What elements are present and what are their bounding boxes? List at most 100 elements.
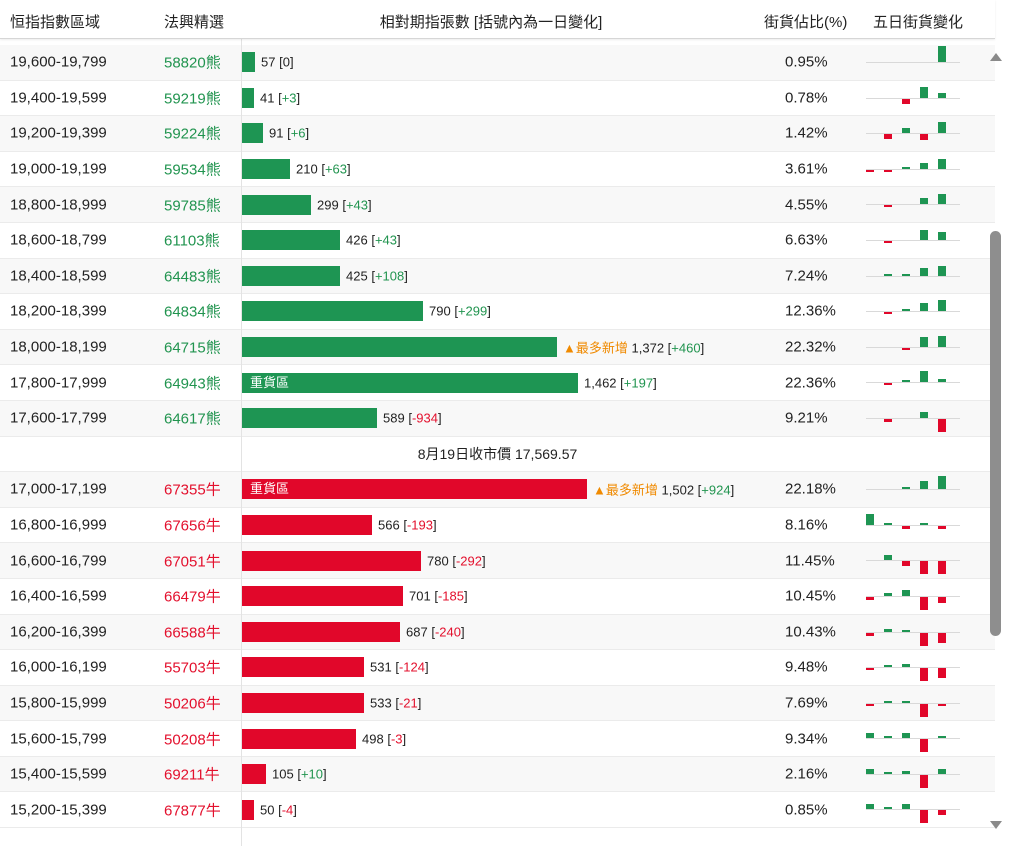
contracts-text: 589 [-934]	[383, 410, 442, 426]
contracts-value: 1,372	[631, 340, 665, 356]
contracts-bar	[242, 301, 423, 322]
warrant-code-link[interactable]: 66588牛	[164, 624, 221, 642]
header-contracts: 相對期指張數 [括號內為一日變化]	[379, 14, 603, 31]
contracts-text: 50 [-4]	[260, 802, 297, 818]
contracts-value: 41	[260, 90, 275, 106]
warrant-code-link[interactable]: 64715熊	[164, 339, 221, 357]
sparkline-baseline	[866, 239, 960, 241]
table-row: 18,600-18,799 61103熊 426 [+43] 6.63%	[0, 223, 995, 259]
sparkline-bar	[938, 768, 946, 774]
warrant-code-link[interactable]: 67656牛	[164, 517, 221, 535]
contracts-text: ▲最多新增 1,502 [+924]	[593, 482, 735, 498]
warrant-code-link[interactable]: 66479牛	[164, 588, 221, 606]
contracts-value: 426	[346, 232, 368, 248]
sparkline-bar	[866, 733, 874, 739]
contracts-text: 1,462 [+197]	[584, 375, 657, 391]
sparkline-bar	[884, 134, 892, 140]
sparkline-bar	[920, 596, 928, 610]
sparkline-bar	[884, 522, 892, 525]
contracts-value: 701	[409, 588, 431, 604]
table-row: 15,200-15,399 67877牛 50 [-4] 0.85%	[0, 792, 995, 829]
header-code: 法興精選	[164, 14, 225, 31]
warrant-code-link[interactable]: 50206牛	[164, 695, 221, 713]
contracts-bar	[242, 265, 340, 286]
five-day-sparkline	[866, 401, 960, 436]
contracts-text: 790 [+299]	[429, 303, 491, 319]
five-day-sparkline	[866, 721, 960, 756]
warrant-code-link[interactable]: 59534熊	[164, 161, 221, 179]
scroll-up-icon[interactable]	[990, 53, 1002, 61]
table-row: 17,800-17,999 64943熊 重貨區 1,462 [+197] 22.36%	[0, 365, 995, 401]
warrant-code-link[interactable]: 55703牛	[164, 659, 221, 677]
sparkline-bar	[938, 476, 946, 490]
warrant-code-link[interactable]: 58820熊	[164, 54, 221, 72]
percent-share: 9.21%	[785, 409, 828, 427]
sparkline-bar	[920, 229, 928, 240]
contracts-text: 533 [-21]	[370, 695, 422, 711]
contracts-bar	[242, 159, 290, 180]
warrant-code-link[interactable]: 59785熊	[164, 197, 221, 215]
sparkline-baseline	[866, 595, 960, 597]
sparkline-bar	[920, 703, 928, 717]
warrant-code-link[interactable]: 59224熊	[164, 125, 221, 143]
warrant-code-link[interactable]: 67051牛	[164, 553, 221, 571]
warrant-code-link[interactable]: 69211牛	[164, 766, 220, 784]
table-row: 18,200-18,399 64834熊 790 [+299] 12.36%	[0, 294, 995, 330]
warrant-code-link[interactable]: 61103熊	[164, 232, 220, 250]
sparkline-bar	[920, 336, 928, 347]
sparkline-bar	[938, 335, 946, 347]
sparkline-bar	[938, 194, 946, 205]
sparkline-bar	[920, 481, 928, 490]
contracts-text: 425 [+108]	[346, 268, 408, 284]
sparkline-bar	[902, 525, 910, 529]
scroll-down-icon[interactable]	[990, 821, 1002, 829]
warrant-code-link[interactable]: 64943熊	[164, 375, 221, 393]
sparkline-bar	[884, 205, 892, 208]
contracts-value: 91	[269, 125, 284, 141]
contracts-bar	[242, 408, 377, 429]
sparkline-baseline	[866, 62, 960, 63]
sparkline-bar	[938, 632, 946, 643]
percent-share: 3.61%	[785, 160, 828, 178]
table-row: 15,400-15,599 69211牛 105 [+10] 2.16%	[0, 756, 995, 793]
sparkline-bar	[884, 383, 892, 386]
warrant-code-link[interactable]: 67877牛	[164, 802, 221, 820]
contracts-bar	[242, 337, 557, 358]
strike-range: 16,600-16,799	[10, 552, 107, 570]
contracts-bar	[242, 123, 263, 144]
header-range: 恒指指數區域	[10, 14, 101, 31]
percent-share: 8.16%	[785, 516, 828, 534]
daily-change-value: -21	[398, 695, 418, 711]
warrant-code-link[interactable]: 59219熊	[164, 90, 221, 108]
warrant-code-link[interactable]: 64617熊	[164, 410, 221, 428]
table-row: 16,200-16,399 66588牛 687 [-240] 10.43%	[0, 614, 995, 651]
table-row: 16,800-16,999 67656牛 566 [-193] 8.16%	[0, 508, 995, 544]
five-day-sparkline	[866, 615, 960, 650]
sparkline-bar	[938, 92, 946, 98]
warrant-code-link[interactable]: 64834熊	[164, 303, 221, 321]
sparkline-bar	[938, 596, 946, 603]
sparkline-bar	[902, 664, 910, 668]
sparkline-bar	[938, 300, 946, 312]
sparkline-baseline	[866, 417, 960, 419]
strike-range: 16,400-16,599	[10, 587, 107, 605]
sparkline-baseline	[866, 702, 960, 704]
scrollbar[interactable]	[985, 38, 1005, 846]
contracts-value: 105	[272, 766, 294, 782]
daily-change-value: +3	[281, 90, 297, 106]
contracts-value: 210	[296, 161, 318, 177]
strike-range: 19,600-19,799	[10, 53, 107, 71]
percent-share: 2.16%	[785, 765, 828, 783]
sparkline-baseline	[866, 382, 960, 384]
warrant-code-link[interactable]: 50208牛	[164, 731, 221, 749]
five-day-sparkline	[866, 757, 960, 792]
contracts-value: 533	[370, 695, 392, 711]
sparkline-baseline	[866, 738, 960, 740]
sparkline-bar	[902, 380, 910, 383]
strike-range: 15,600-15,799	[10, 730, 107, 748]
percent-share: 22.36%	[785, 374, 836, 392]
warrant-code-link[interactable]: 67355牛	[164, 481, 221, 499]
scroll-thumb[interactable]	[990, 231, 1001, 636]
warrant-code-link[interactable]: 64483熊	[164, 268, 221, 286]
contracts-value: 790	[429, 303, 451, 319]
